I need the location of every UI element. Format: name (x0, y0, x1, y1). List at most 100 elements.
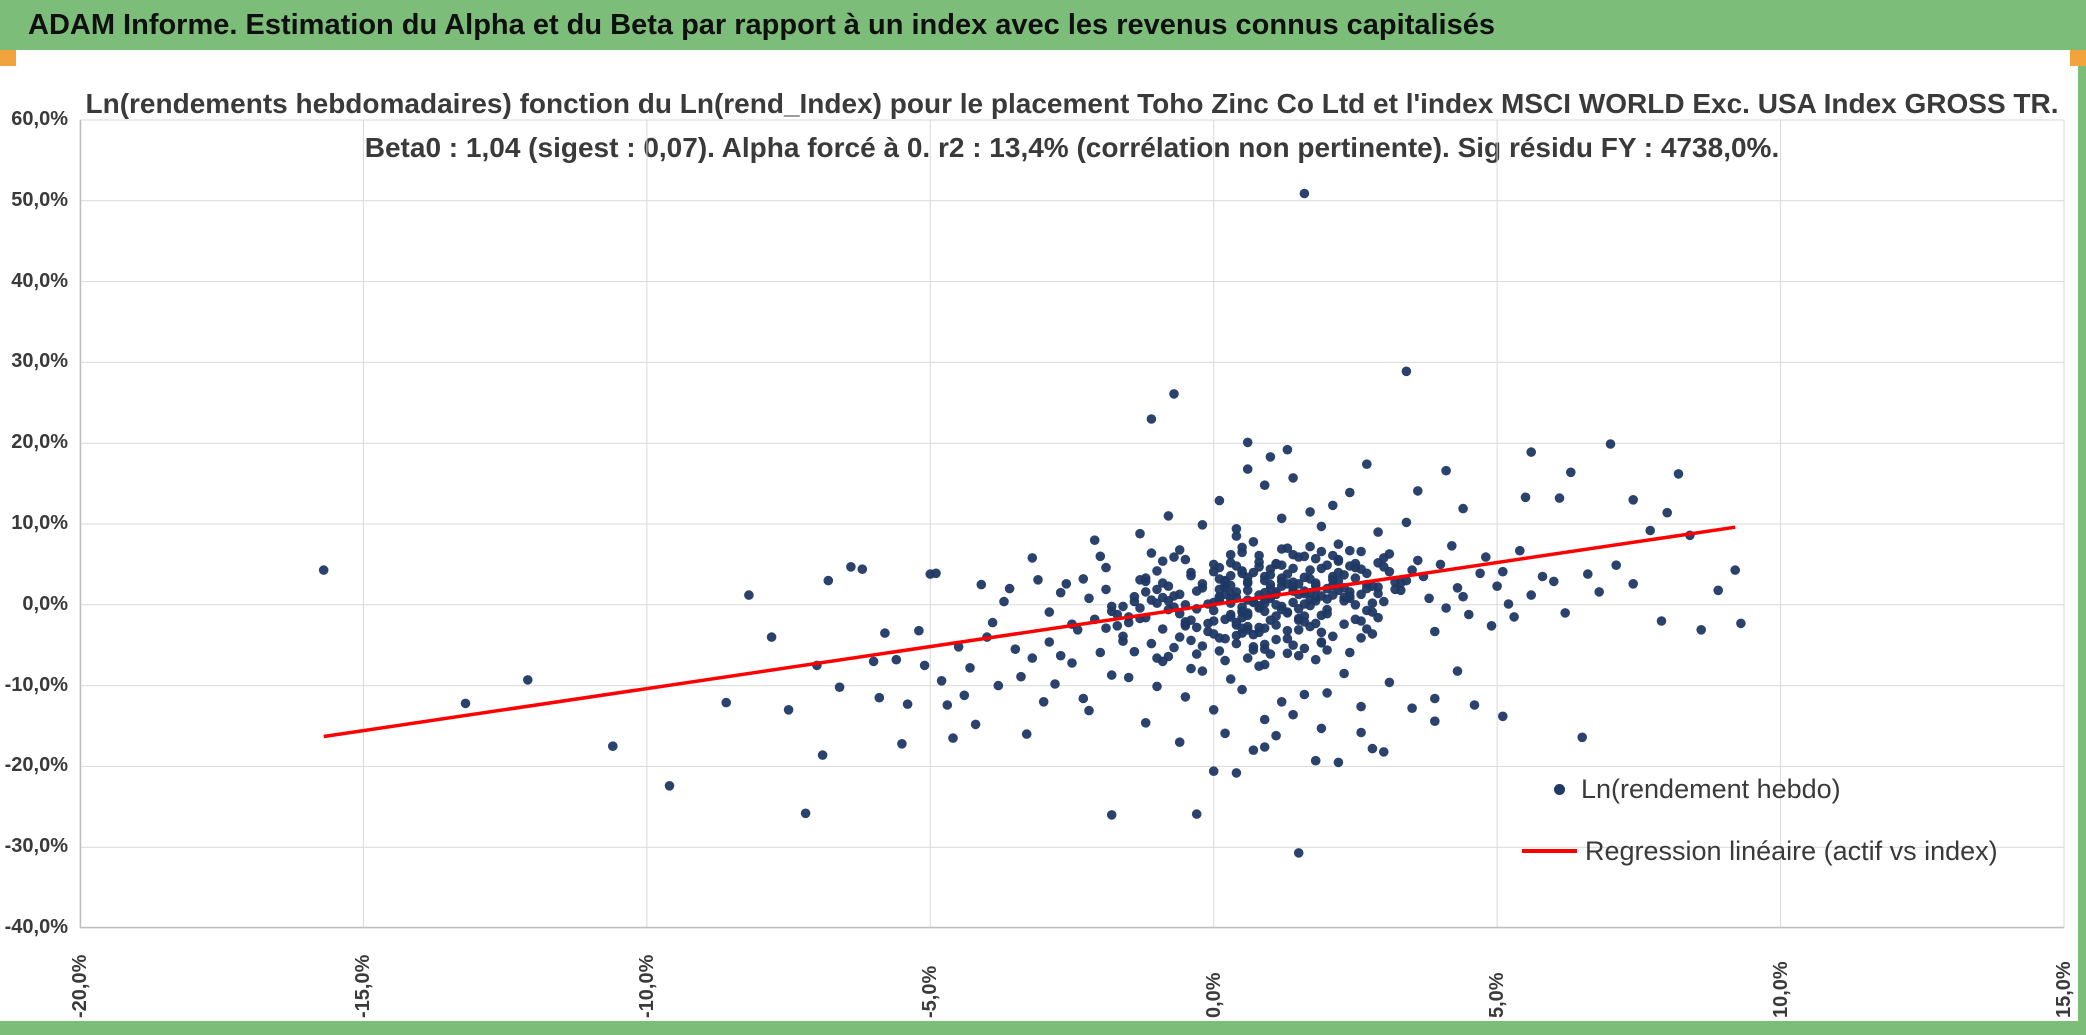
scatter-point (1157, 656, 1168, 667)
scatter-point (1146, 548, 1157, 558)
scatter-point (1237, 547, 1247, 558)
scatter-point (1276, 581, 1287, 591)
scatter-point (1520, 492, 1531, 503)
scatter-point (1503, 599, 1514, 609)
scatter-point (1379, 747, 1389, 757)
scatter-point (1526, 447, 1536, 457)
scatter-point (1696, 625, 1706, 635)
scatter-point (1475, 568, 1485, 579)
scatter-point (1208, 605, 1219, 616)
scatter-point (834, 682, 845, 692)
scatter-point (1259, 606, 1270, 617)
scatter-point (1101, 584, 1111, 595)
scatter-point (1191, 622, 1202, 633)
scatter-point (1350, 573, 1361, 583)
scatter-point (460, 698, 471, 709)
scatter-point (1140, 587, 1151, 597)
scatter-point (1078, 574, 1089, 584)
scatter-point (1299, 689, 1310, 700)
scatter-point (1220, 576, 1230, 587)
scatter-point (1180, 692, 1191, 702)
scatter-point (1583, 569, 1593, 579)
scatter-point (1498, 711, 1508, 722)
scatter-point (1293, 579, 1304, 589)
scatter-point (1106, 601, 1117, 612)
scatter-point (1379, 596, 1389, 607)
scatter-point (1594, 587, 1604, 597)
scatter-point (948, 733, 958, 743)
scatter-point (1288, 640, 1298, 650)
x-tick-label: -10,0% (635, 954, 658, 1018)
scatter-point (1305, 621, 1315, 632)
scatter-point (1464, 609, 1474, 620)
scatter-point (1157, 578, 1168, 588)
scatter-point (1293, 615, 1304, 625)
scatter-point (1673, 469, 1684, 479)
scatter-point (721, 697, 731, 708)
scatter-point (1322, 688, 1332, 698)
scatter-point (1373, 588, 1383, 599)
scatter-point (1203, 618, 1213, 629)
scatter-point (1299, 551, 1310, 562)
scatter-point (993, 680, 1004, 691)
scatter-point (1231, 768, 1242, 778)
scatter-point (1044, 607, 1055, 617)
scatter-point (1259, 742, 1270, 752)
scatter-point (1441, 465, 1451, 476)
scatter-point (1095, 647, 1106, 658)
scatter-point (1526, 590, 1536, 600)
y-tick-label: 60,0% (11, 108, 68, 130)
left-accent-square (0, 50, 16, 66)
scatter-point (817, 750, 828, 760)
header-bar: ADAM Informe. Estimation du Alpha et du … (0, 0, 2086, 50)
scatter-point (1424, 593, 1434, 604)
scatter-point (1282, 633, 1293, 644)
scatter-point (1129, 591, 1140, 602)
scatter-point (523, 675, 533, 685)
scatter-point (1288, 597, 1298, 608)
scatter-point (1566, 467, 1576, 478)
scatter-point (1628, 579, 1638, 589)
scatter-point (1186, 567, 1196, 578)
scatter-point (1078, 693, 1089, 704)
scatter-point (1021, 729, 1032, 739)
scatter-point (1282, 607, 1293, 617)
scatter-point (902, 699, 913, 709)
scatter-point (1180, 554, 1191, 565)
scatter-point (1628, 495, 1638, 505)
scatter-point (1010, 644, 1021, 654)
scatter-point (1288, 563, 1298, 574)
scatter-point (1118, 636, 1128, 646)
scatter-point (1038, 697, 1049, 707)
scatter-point (1174, 545, 1185, 555)
scatter-point (1362, 624, 1372, 634)
scatter-point (1095, 551, 1106, 562)
scatter-point (1316, 723, 1327, 734)
scatter-point (1498, 566, 1508, 577)
scatter-point (1401, 517, 1412, 528)
legend-item-regression[interactable]: Regression linéaire (actif vs index) (1522, 834, 1998, 868)
scatter-point (1373, 612, 1383, 623)
scatter-point (1293, 604, 1304, 614)
scatter-point (1316, 521, 1327, 532)
scatter-point (1345, 647, 1355, 658)
scatter-point (1282, 444, 1293, 455)
scatter-point (868, 656, 879, 667)
scatter-point (987, 617, 998, 628)
scatter-point (1197, 520, 1208, 530)
legend-item-points[interactable]: Ln(rendement hebdo) (1522, 772, 1998, 806)
scatter-point (1328, 590, 1338, 600)
line-marker-icon (1522, 849, 1577, 853)
scatter-point (1356, 546, 1366, 557)
scatter-point (1293, 625, 1304, 635)
scatter-point (1447, 541, 1457, 551)
scatter-point (1373, 527, 1383, 537)
scatter-point (1214, 495, 1225, 506)
scatter-point (1242, 464, 1253, 474)
scatter-point (1537, 571, 1548, 582)
scatter-point (1430, 626, 1440, 637)
scatter-point (1333, 576, 1344, 587)
scatter-point (1310, 592, 1321, 603)
scatter-point (1282, 648, 1293, 659)
scatter-point (1135, 528, 1145, 539)
